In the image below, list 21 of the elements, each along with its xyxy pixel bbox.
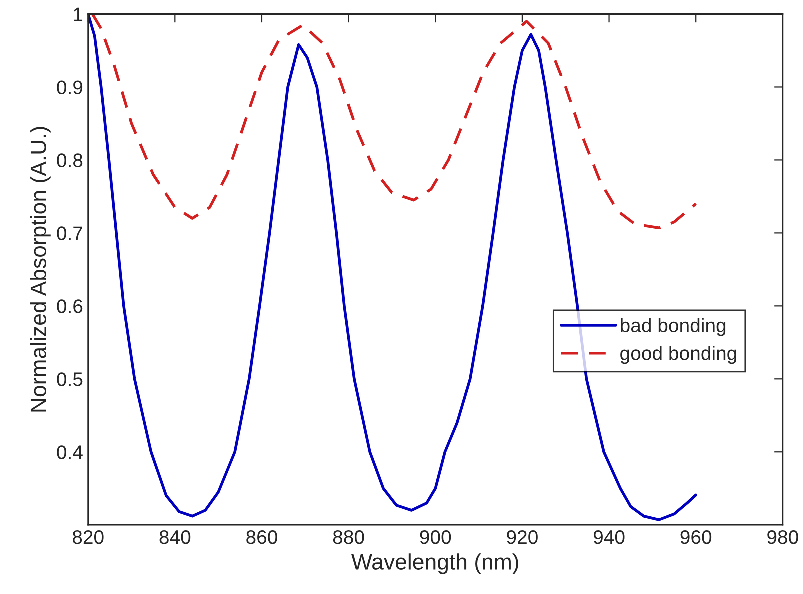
legend-label: bad bonding <box>621 318 726 336</box>
x-tick-label: 940 <box>594 530 625 544</box>
x-tick-label: 820 <box>72 530 104 544</box>
x-axis-title: Wavelength (nm) <box>352 554 518 574</box>
y-tick-label: 0.8 <box>57 154 83 168</box>
x-tick-label: 880 <box>333 530 364 544</box>
x-tick-label: 960 <box>680 530 712 544</box>
x-tick-label: 840 <box>160 530 191 544</box>
legend-label: good bonding <box>620 346 736 364</box>
y-axis-title: Normalized Absorption (A.U.) <box>30 127 51 412</box>
y-tick-label: 1 <box>74 8 83 22</box>
line-series <box>91 14 698 230</box>
x-tick-label: 860 <box>246 530 278 544</box>
y-tick-label: 0.7 <box>57 226 82 240</box>
x-tick-label: 980 <box>768 530 798 544</box>
y-tick-label: 0.5 <box>57 372 83 386</box>
y-tick-label: 0.6 <box>57 300 83 314</box>
x-tick-label: 900 <box>420 530 452 544</box>
y-tick-label: 0.4 <box>57 446 83 460</box>
x-tick-label: 920 <box>507 530 538 544</box>
y-tick-label: 0.9 <box>57 80 83 94</box>
